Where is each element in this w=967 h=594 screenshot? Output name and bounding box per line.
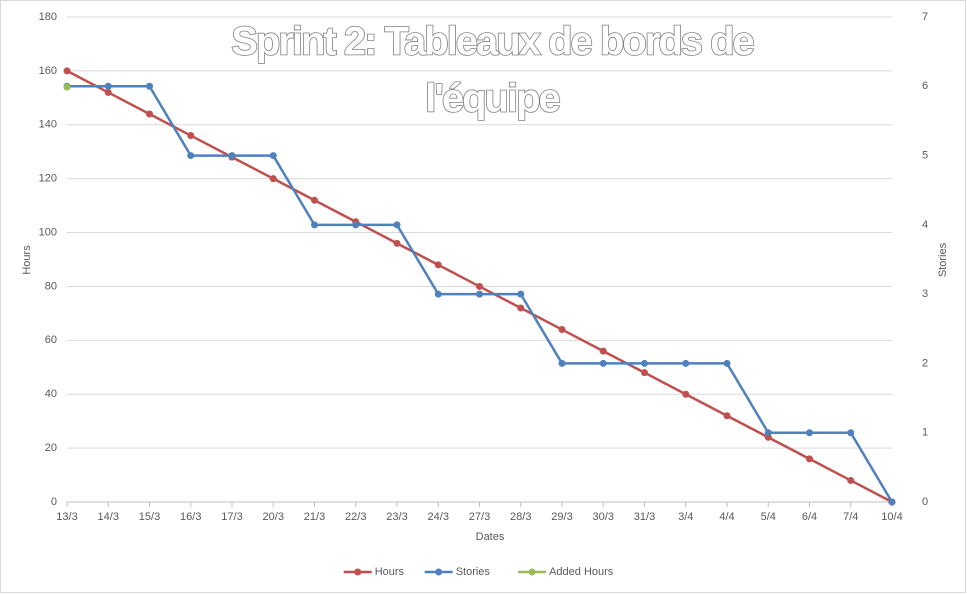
data-point	[269, 175, 277, 183]
data-point	[187, 152, 195, 160]
y-tick-label: 100	[39, 226, 57, 238]
y2-axis-label: Stories	[937, 242, 949, 277]
data-point	[311, 221, 318, 229]
legend-marker	[354, 568, 362, 576]
data-point	[63, 67, 71, 75]
chart-title: Sprint 2: Tableaux de bords de	[231, 20, 753, 64]
data-point	[599, 359, 607, 367]
data-point	[104, 82, 112, 90]
chart-title: l'équipe	[425, 77, 559, 121]
data-point	[806, 429, 813, 437]
x-tick-label: 30/3	[593, 511, 614, 523]
data-point	[517, 304, 525, 312]
x-tick-label: 15/3	[139, 511, 160, 523]
x-tick-label: 21/3	[304, 511, 325, 523]
y2-tick-label: 5	[922, 149, 928, 161]
y-tick-label: 140	[39, 119, 57, 131]
data-point	[888, 498, 896, 506]
x-tick-label: 31/3	[634, 511, 655, 523]
y2-tick-label: 7	[922, 11, 928, 23]
x-tick-label: 13/3	[56, 511, 77, 523]
x-tick-label: 24/3	[428, 511, 449, 523]
data-point	[187, 132, 195, 140]
data-point	[146, 82, 153, 90]
data-point	[476, 282, 483, 290]
y-tick-label: 160	[39, 65, 57, 77]
data-point	[558, 359, 566, 367]
x-tick-label: 16/3	[180, 511, 201, 523]
x-tick-label: 23/3	[386, 511, 407, 523]
y2-tick-label: 0	[922, 496, 928, 508]
y2-tick-label: 4	[922, 219, 928, 231]
data-point	[476, 290, 483, 298]
y-tick-label: 180	[39, 11, 57, 23]
data-point	[641, 359, 648, 367]
y2-tick-label: 1	[922, 427, 928, 439]
data-point	[517, 290, 525, 298]
y-tick-label: 120	[39, 173, 57, 185]
x-tick-label: 14/3	[98, 511, 119, 523]
data-point	[63, 83, 71, 91]
data-point	[228, 152, 236, 160]
x-tick-label: 5/4	[761, 511, 776, 523]
data-point	[434, 290, 442, 298]
y2-tick-label: 3	[922, 288, 928, 300]
y-tick-label: 80	[45, 280, 57, 292]
data-point	[723, 359, 731, 367]
data-point	[682, 390, 690, 398]
y-axis-label: Hours	[21, 245, 33, 275]
legend-marker	[435, 568, 443, 576]
y-tick-label: 20	[45, 442, 57, 454]
data-point	[847, 476, 855, 484]
data-point	[393, 239, 401, 247]
x-tick-label: 7/4	[843, 511, 858, 523]
data-point	[104, 88, 112, 96]
y-tick-label: 60	[45, 334, 57, 346]
y-tick-label: 0	[51, 496, 57, 508]
x-tick-label: 28/3	[510, 511, 531, 523]
data-point	[764, 429, 772, 437]
x-tick-label: 6/4	[802, 511, 817, 523]
data-point	[558, 326, 566, 334]
data-point	[434, 261, 442, 269]
legend-label: Hours	[375, 566, 405, 578]
x-tick-label: 29/3	[551, 511, 572, 523]
data-point	[393, 221, 401, 229]
x-tick-label: 27/3	[469, 511, 490, 523]
x-axis-label: Dates	[476, 531, 505, 543]
x-tick-label: 4/4	[719, 511, 734, 523]
data-point	[682, 359, 690, 367]
y2-tick-label: 2	[922, 357, 928, 369]
x-tick-label: 17/3	[221, 511, 242, 523]
legend-label: Stories	[456, 566, 491, 578]
data-point	[311, 196, 318, 204]
y-tick-label: 40	[45, 388, 57, 400]
data-point	[806, 455, 813, 463]
data-point	[269, 152, 277, 160]
legend-marker	[528, 568, 536, 576]
x-tick-label: 20/3	[263, 511, 284, 523]
data-point	[146, 110, 153, 118]
y2-tick-label: 6	[922, 80, 928, 92]
data-point	[352, 221, 360, 229]
data-point	[723, 412, 731, 420]
x-tick-label: 3/4	[678, 511, 693, 523]
data-point	[847, 429, 855, 437]
legend-label: Added Hours	[549, 566, 614, 578]
data-point	[641, 369, 648, 377]
data-point	[599, 347, 607, 355]
x-tick-label: 10/4	[881, 511, 902, 523]
x-tick-label: 22/3	[345, 511, 366, 523]
